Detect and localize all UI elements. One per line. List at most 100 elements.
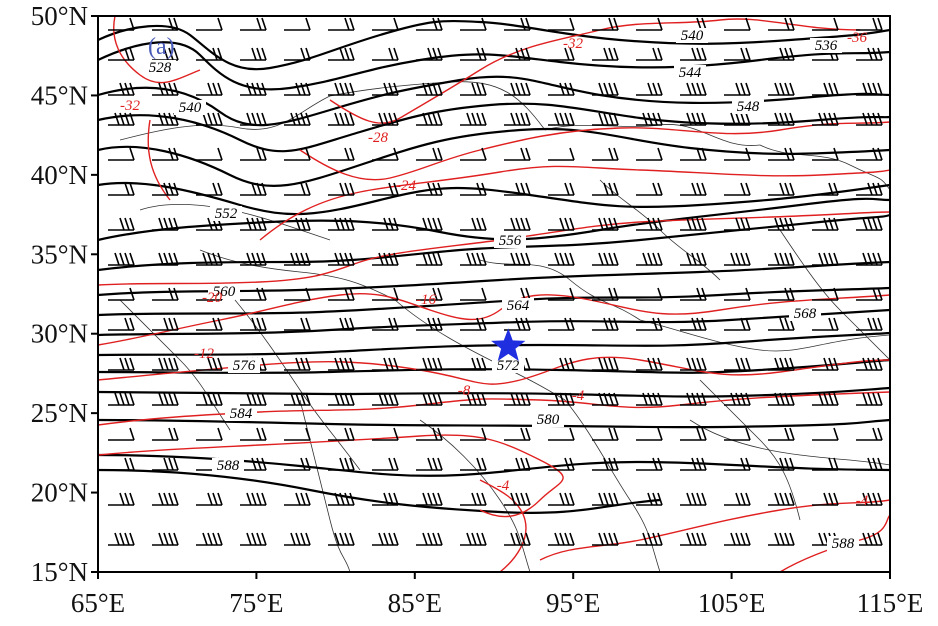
- wind-barb: [240, 182, 267, 196]
- wind-barb: [680, 492, 707, 506]
- wind-barb: [372, 317, 399, 331]
- wind-barb: [680, 392, 707, 406]
- wind-barb: [680, 112, 707, 126]
- wind-barb: [504, 427, 531, 441]
- wind-barb: [284, 47, 311, 61]
- geopotential-contour: [97, 75, 891, 127]
- wind-barb: [592, 392, 619, 406]
- wind-barb: [196, 317, 223, 331]
- temperature-isotherm: [97, 292, 891, 346]
- wind-barb: [504, 492, 531, 506]
- wind-barb: [724, 392, 751, 406]
- wind-barb: [812, 457, 839, 471]
- temperature-isotherm: [113, 15, 201, 84]
- wind-barb: [460, 317, 487, 331]
- wind-barb: [372, 182, 399, 196]
- wind-barb: [284, 287, 311, 301]
- temperature-labels: -32 -36 -32 -28 -24 -20 -16 -12 -8 -4 -4 -4: [120, 30, 869, 509]
- wind-barb: [328, 357, 355, 371]
- wind-barb: [416, 112, 443, 126]
- wind-barb: [680, 147, 707, 161]
- wind-barb: [548, 457, 575, 471]
- wind-barb: [680, 532, 707, 546]
- wind-barb: [460, 147, 487, 161]
- wind-barb: [504, 457, 531, 471]
- y-tick-label: 25°N: [31, 398, 88, 428]
- wind-barb: [724, 532, 751, 546]
- wind-barb: [196, 17, 223, 31]
- wind-barb: [636, 392, 663, 406]
- wind-barb: [592, 427, 619, 441]
- wind-barb: [284, 217, 311, 231]
- wind-barb: [152, 147, 179, 161]
- geopotential-label: 568: [794, 306, 817, 322]
- wind-barb: [636, 357, 663, 371]
- wind-barb: [284, 252, 311, 266]
- wind-barb: [636, 252, 663, 266]
- wind-barb: [108, 17, 135, 31]
- wind-barb: [328, 147, 355, 161]
- wind-barb: [768, 357, 795, 371]
- wind-barb: [724, 147, 751, 161]
- wind-barb: [812, 392, 839, 406]
- wind-barb: [152, 82, 179, 96]
- wind-barb: [460, 427, 487, 441]
- wind-barb: [372, 217, 399, 231]
- wind-barb: [152, 532, 179, 546]
- wind-barb: [284, 492, 311, 506]
- border-line: [639, 319, 891, 352]
- wind-barb: [372, 357, 399, 371]
- wind-barb: [460, 217, 487, 231]
- wind-barb: [240, 427, 267, 441]
- wind-barb: [372, 287, 399, 301]
- temperature-label: -32: [563, 36, 583, 52]
- wind-barb: [416, 182, 443, 196]
- temperature-label: -32: [120, 98, 140, 114]
- wind-barb: [856, 287, 883, 301]
- y-tick-label: 15°N: [31, 557, 88, 587]
- wind-barb: [328, 532, 355, 546]
- geopotential-label-bg: [732, 99, 764, 114]
- wind-barb: [328, 217, 355, 231]
- wind-barb: [240, 17, 267, 31]
- wind-barb: [724, 47, 751, 61]
- geopotential-label: 588: [217, 458, 240, 474]
- wind-barb: [856, 82, 883, 96]
- wind-barb: [680, 217, 707, 231]
- wind-barb: [460, 252, 487, 266]
- x-tick-label: 75°E: [229, 588, 283, 618]
- wind-barb: [724, 112, 751, 126]
- wind-barb: [680, 427, 707, 441]
- wind-barb: [592, 182, 619, 196]
- geopotential-label: 580: [537, 412, 560, 428]
- wind-barb: [592, 82, 619, 96]
- wind-barb: [636, 427, 663, 441]
- temperature-label: -36: [847, 30, 867, 46]
- wind-barb: [768, 182, 795, 196]
- geopotential-contour: [97, 331, 891, 357]
- wind-barb: [108, 392, 135, 406]
- wind-barb: [372, 492, 399, 506]
- temperature-isotherm: [299, 121, 891, 181]
- wind-barb: [724, 217, 751, 231]
- wind-barb: [328, 252, 355, 266]
- wind-barb: [724, 82, 751, 96]
- temperature-isotherm: [779, 514, 891, 573]
- wind-barb: [108, 82, 135, 96]
- wind-barb: [636, 317, 663, 331]
- wind-barb: [460, 47, 487, 61]
- border-line: [119, 95, 331, 141]
- geopotential-label: 564: [507, 298, 530, 314]
- geopotential-label-bg: [494, 233, 526, 248]
- wind-barb: [416, 147, 443, 161]
- wind-barb: [592, 217, 619, 231]
- wind-barb: [196, 47, 223, 61]
- wind-barb: [548, 147, 575, 161]
- wind-barb: [416, 457, 443, 471]
- wind-barb: [152, 492, 179, 506]
- wind-barb: [152, 182, 179, 196]
- wind-barb: [504, 532, 531, 546]
- wind-barb: [592, 17, 619, 31]
- wind-barb: [372, 252, 399, 266]
- geopotential-contour: [97, 181, 891, 216]
